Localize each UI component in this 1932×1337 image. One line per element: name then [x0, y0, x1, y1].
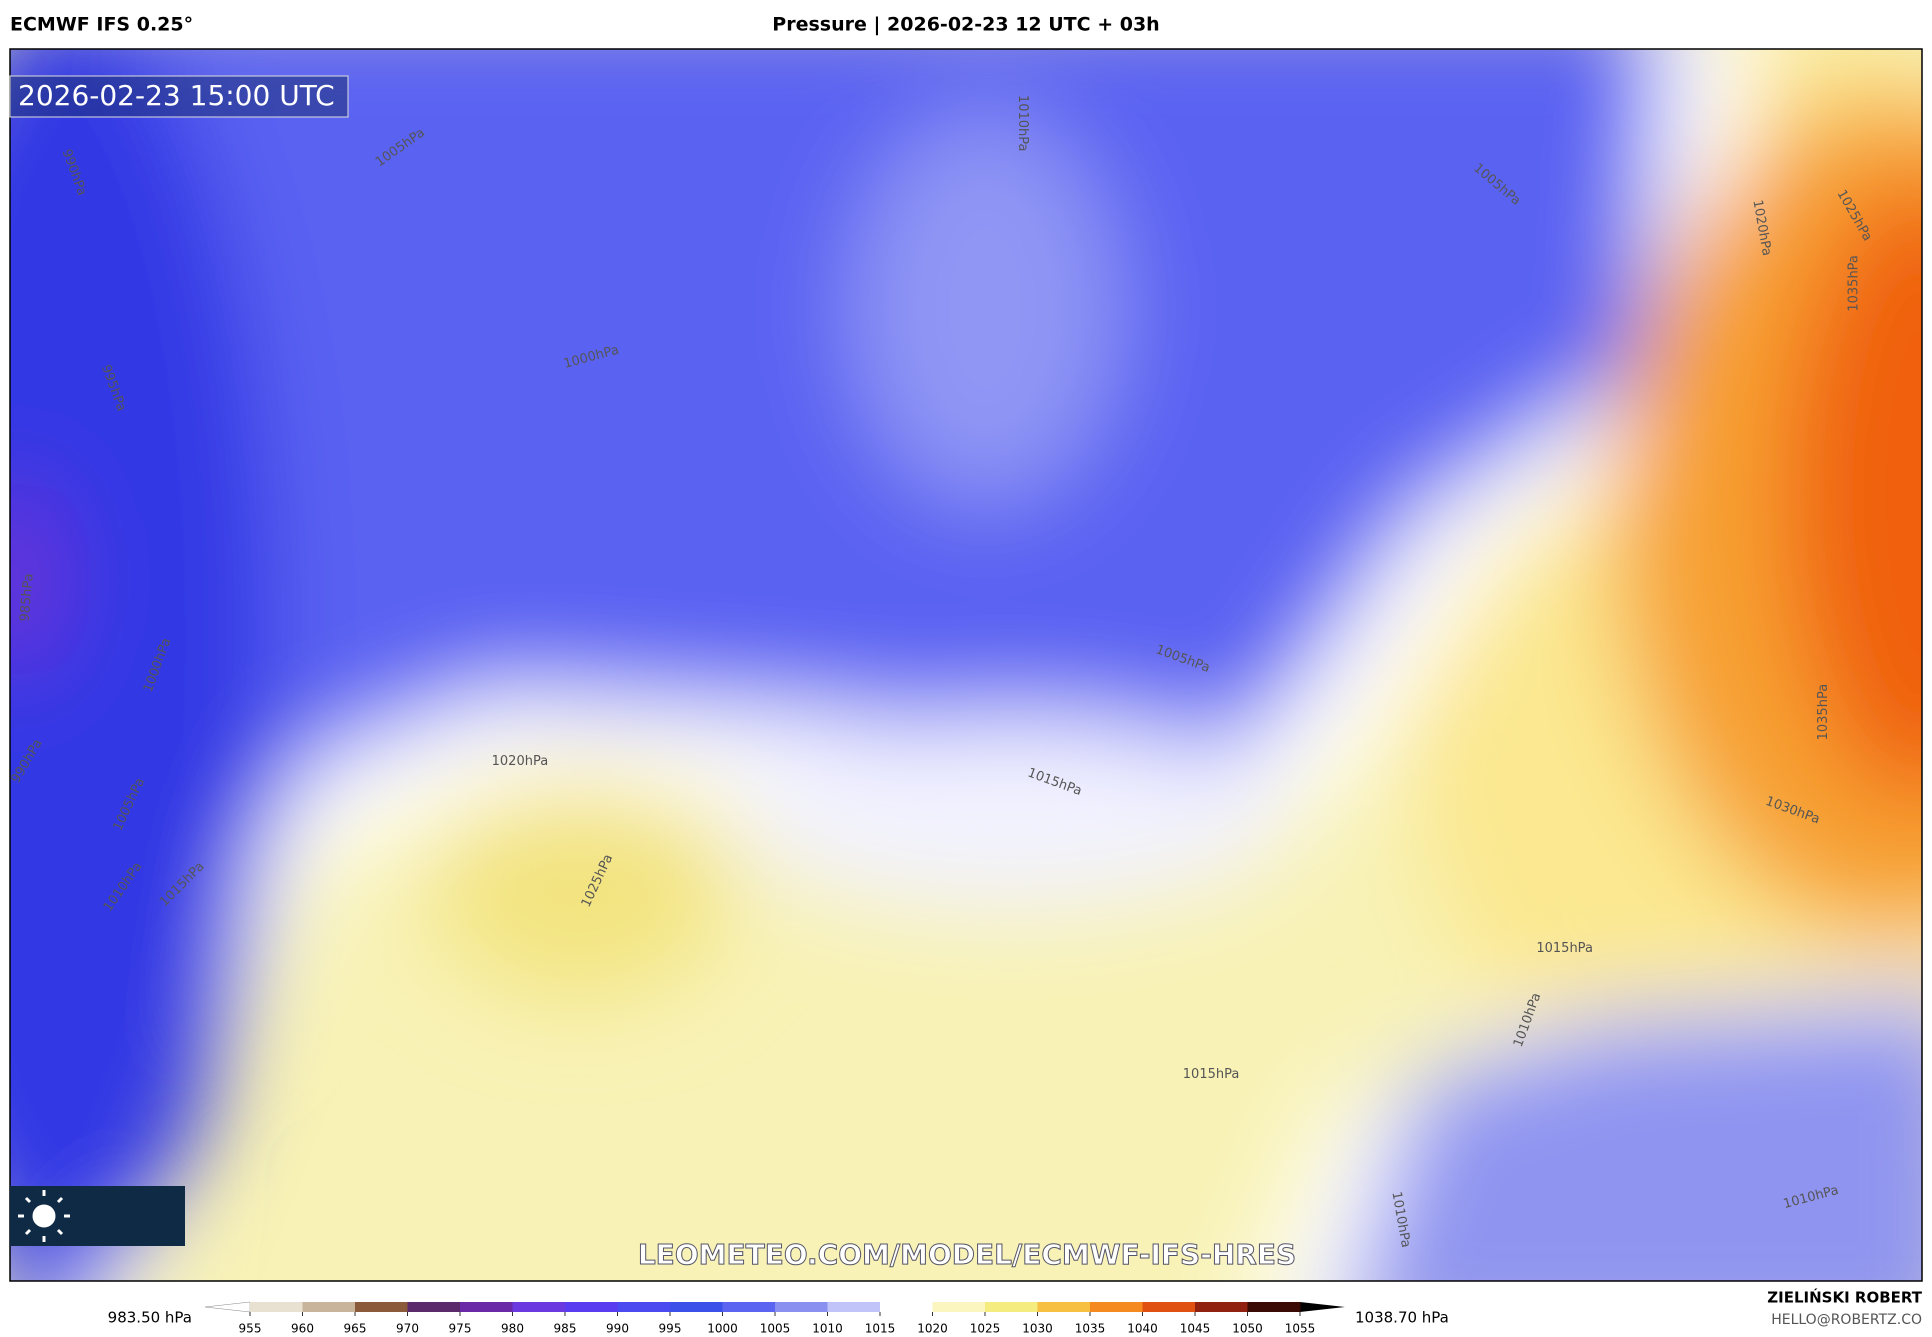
colorbar-min-label: 983.50 hPa: [108, 1309, 192, 1327]
contour-label: 1020hPa: [492, 754, 549, 769]
timestamp: 2026-02-23 15:00 UTC: [18, 79, 335, 112]
colorbar-tick-label: 970: [396, 1322, 419, 1336]
colorbar-tick-label: 960: [291, 1322, 314, 1336]
colorbar-tick-label: 1020: [917, 1322, 948, 1336]
colorbar-swatch: [1037, 1302, 1091, 1312]
colorbar-swatch: [775, 1302, 828, 1312]
logo-icon: [18, 1190, 70, 1242]
colorbar-swatch: [617, 1302, 671, 1312]
colorbar-swatch: [1090, 1302, 1143, 1312]
colorbar-swatch: [355, 1302, 408, 1312]
email: HELLO@ROBERTZ.CO: [1771, 1312, 1922, 1328]
colorbar-tick-label: 995: [659, 1322, 682, 1336]
contour-label: 985hPa: [18, 573, 37, 622]
colorbar-tick-label: 1015: [865, 1322, 896, 1336]
colorbar-tick-label: 985: [554, 1322, 577, 1336]
colorbar-swatch: [880, 1302, 933, 1312]
contour-label: 1015hPa: [1536, 941, 1593, 956]
colorbar-swatch: [565, 1302, 618, 1312]
colorbar-tick-label: 980: [501, 1322, 524, 1336]
colorbar-swatch: [722, 1302, 776, 1312]
colorbar-over: [1300, 1302, 1345, 1312]
colorbar-swatch: [460, 1302, 513, 1312]
colorbar-swatch: [827, 1302, 881, 1312]
colorbar: 955 960 965 970 975 980 985 990 995 1000 1005 1010 1…: [204, 1301, 1345, 1336]
colorbar-tick-label: 1035: [1075, 1322, 1106, 1336]
colorbar-tick-label: 975: [449, 1322, 472, 1336]
colorbar-tick-label: 1005: [760, 1322, 791, 1336]
colorbar-tick-label: 990: [606, 1322, 629, 1336]
colorbar-swatch: [1142, 1302, 1196, 1312]
colorbar-swatch: [407, 1302, 461, 1312]
colorbar-swatch: [302, 1302, 356, 1312]
colorbar-tick-label: 1025: [970, 1322, 1001, 1336]
colorbar-tick-label: 965: [344, 1322, 367, 1336]
colorbar-swatch: [670, 1302, 723, 1312]
contour-label: 1035hPa: [1816, 684, 1831, 741]
contour-label: 1015hPa: [1183, 1067, 1240, 1082]
colorbar-tick-label: 1000: [707, 1322, 738, 1336]
colorbar-tick-label: 1045: [1180, 1322, 1211, 1336]
map-frame: [9, 48, 1923, 1282]
colorbar-under: [204, 1301, 251, 1313]
watermark: LEOMETEO.COM/MODEL/ECMWF-IFS-HRES: [638, 1238, 1296, 1271]
author: ZIELIŃSKI ROBERT: [1767, 1288, 1922, 1307]
colorbar-tick-label: 1040: [1127, 1322, 1158, 1336]
colorbar-max-label: 1038.70 hPa: [1355, 1309, 1449, 1327]
colorbar-tick-label: 1050: [1232, 1322, 1263, 1336]
colorbar-swatch: [1195, 1302, 1248, 1312]
contour-label: 1035hPa: [1847, 255, 1862, 312]
colorbar-swatch: [932, 1302, 986, 1312]
contour-label: 1010hPa: [1015, 95, 1030, 152]
colorbar-swatch: [250, 1302, 303, 1312]
colorbar-tick-label: 1010: [812, 1322, 843, 1336]
map-title: Pressure | 2026-02-23 12 UTC + 03h: [772, 14, 1159, 36]
colorbar-tick-label: 955: [239, 1322, 262, 1336]
colorbar-tick-label: 1030: [1022, 1322, 1053, 1336]
timestamp-box: [9, 75, 349, 118]
model-name: ECMWF IFS 0.25°: [10, 14, 193, 36]
colorbar-swatch: [985, 1302, 1038, 1312]
colorbar-tick-label: 1055: [1285, 1322, 1316, 1336]
colorbar-swatch: [1247, 1302, 1301, 1312]
colorbar-swatch: [512, 1302, 566, 1312]
